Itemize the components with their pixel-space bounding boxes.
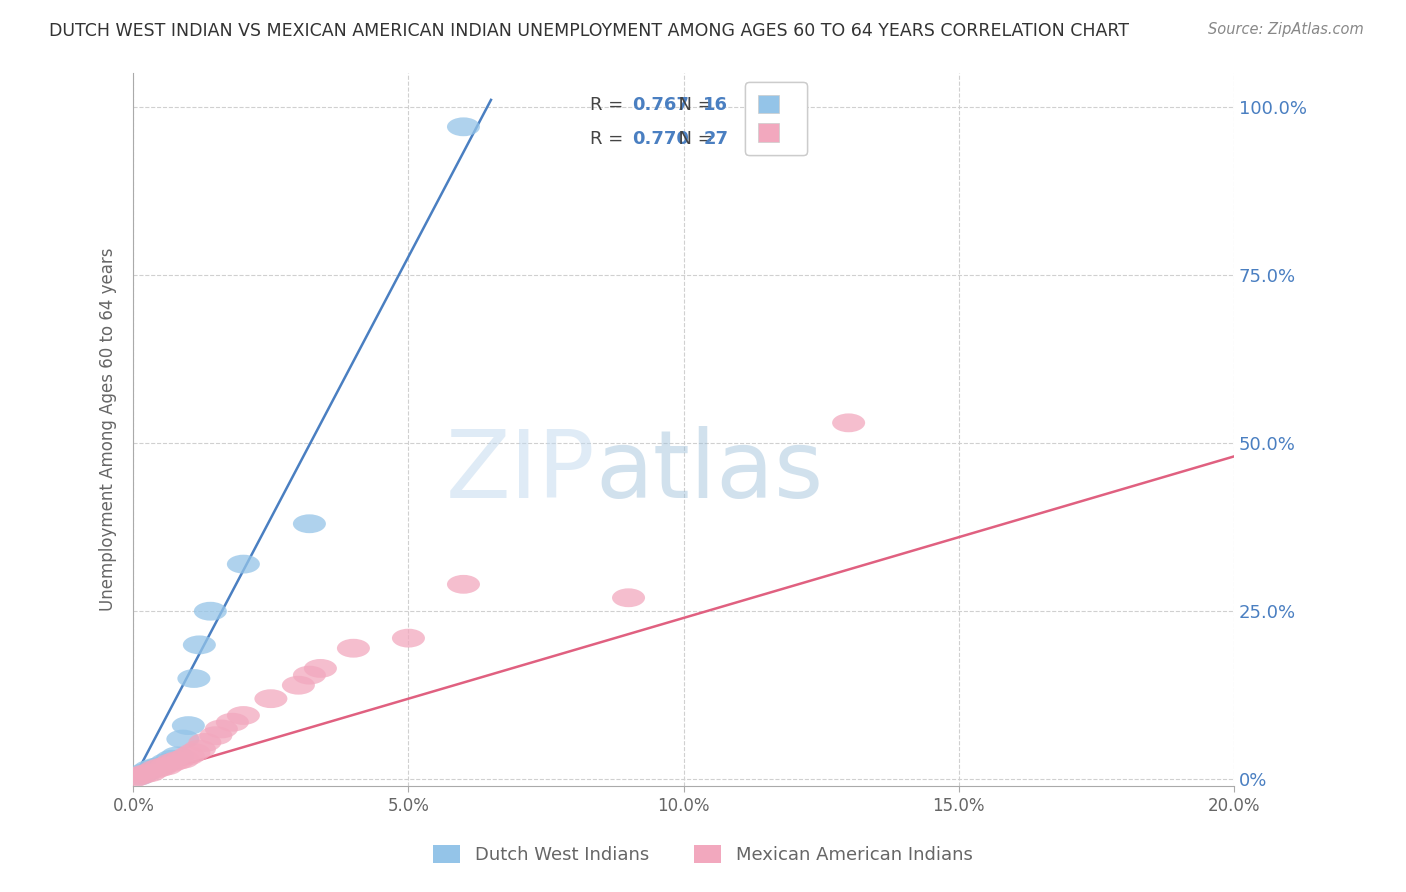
Ellipse shape bbox=[128, 764, 160, 782]
Ellipse shape bbox=[166, 750, 200, 769]
Ellipse shape bbox=[122, 766, 155, 786]
Text: R =: R = bbox=[591, 129, 628, 147]
Ellipse shape bbox=[155, 753, 188, 772]
Ellipse shape bbox=[337, 639, 370, 657]
Ellipse shape bbox=[194, 602, 226, 621]
Ellipse shape bbox=[155, 750, 188, 769]
Text: Source: ZipAtlas.com: Source: ZipAtlas.com bbox=[1208, 22, 1364, 37]
Ellipse shape bbox=[172, 747, 205, 765]
Ellipse shape bbox=[117, 769, 150, 788]
Text: N =: N = bbox=[666, 96, 718, 114]
Ellipse shape bbox=[145, 756, 177, 775]
Text: N =: N = bbox=[666, 129, 718, 147]
Ellipse shape bbox=[183, 635, 217, 654]
Ellipse shape bbox=[172, 716, 205, 735]
Text: atlas: atlas bbox=[596, 426, 824, 518]
Ellipse shape bbox=[150, 753, 183, 772]
Ellipse shape bbox=[122, 766, 155, 786]
Ellipse shape bbox=[183, 739, 217, 758]
Ellipse shape bbox=[166, 730, 200, 748]
Ellipse shape bbox=[392, 629, 425, 648]
Text: 0.770: 0.770 bbox=[631, 129, 689, 147]
Ellipse shape bbox=[205, 720, 238, 739]
Ellipse shape bbox=[447, 118, 479, 136]
Ellipse shape bbox=[139, 760, 172, 779]
Ellipse shape bbox=[217, 713, 249, 731]
Ellipse shape bbox=[160, 751, 194, 770]
Ellipse shape bbox=[134, 764, 166, 782]
Ellipse shape bbox=[128, 764, 160, 783]
Ellipse shape bbox=[304, 659, 337, 678]
Ellipse shape bbox=[188, 733, 221, 752]
Text: 16: 16 bbox=[703, 96, 728, 114]
Ellipse shape bbox=[177, 743, 211, 762]
Ellipse shape bbox=[177, 669, 211, 688]
Text: R =: R = bbox=[591, 96, 628, 114]
Ellipse shape bbox=[447, 574, 479, 594]
Ellipse shape bbox=[160, 747, 194, 765]
Ellipse shape bbox=[292, 515, 326, 533]
Text: 27: 27 bbox=[703, 129, 728, 147]
Ellipse shape bbox=[281, 676, 315, 695]
Ellipse shape bbox=[145, 758, 177, 777]
Y-axis label: Unemployment Among Ages 60 to 64 years: Unemployment Among Ages 60 to 64 years bbox=[100, 248, 117, 611]
Ellipse shape bbox=[292, 665, 326, 684]
Ellipse shape bbox=[200, 726, 232, 745]
Text: DUTCH WEST INDIAN VS MEXICAN AMERICAN INDIAN UNEMPLOYMENT AMONG AGES 60 TO 64 YE: DUTCH WEST INDIAN VS MEXICAN AMERICAN IN… bbox=[49, 22, 1129, 40]
Text: 0.767: 0.767 bbox=[631, 96, 689, 114]
Ellipse shape bbox=[612, 589, 645, 607]
Ellipse shape bbox=[226, 706, 260, 725]
Ellipse shape bbox=[139, 758, 172, 777]
Legend: , : , bbox=[745, 82, 807, 155]
Ellipse shape bbox=[134, 760, 166, 779]
Ellipse shape bbox=[254, 690, 287, 708]
Ellipse shape bbox=[226, 555, 260, 574]
Text: ZIP: ZIP bbox=[446, 426, 596, 518]
Ellipse shape bbox=[150, 756, 183, 775]
Legend: Dutch West Indians, Mexican American Indians: Dutch West Indians, Mexican American Ind… bbox=[419, 830, 987, 879]
Ellipse shape bbox=[832, 413, 865, 433]
